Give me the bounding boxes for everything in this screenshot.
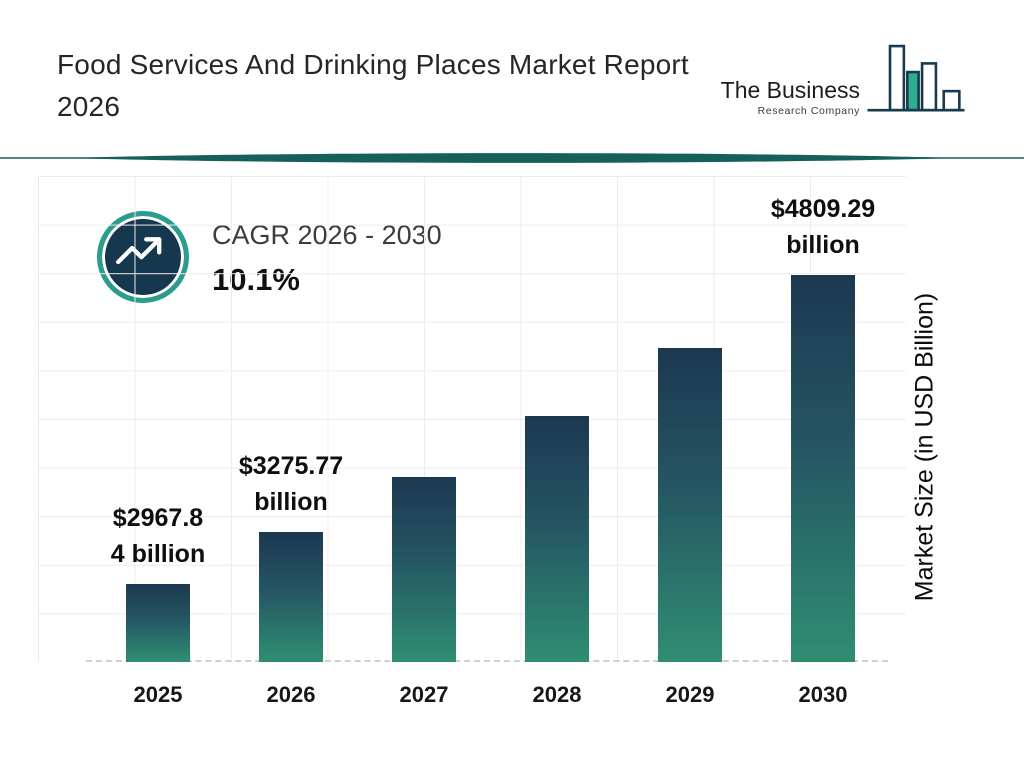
chart-gridlines — [38, 176, 906, 662]
company-logo-name: The Business — [720, 76, 860, 103]
divider-line — [0, 150, 1024, 166]
y-axis-label: Market Size (in USD Billion) — [910, 292, 939, 602]
company-logo-text: The Business Research Company — [720, 76, 860, 117]
chart-baseline — [86, 660, 888, 662]
x-tick-2026: 2026 — [266, 682, 316, 707]
x-tick-2029: 2029 — [665, 682, 715, 707]
x-tick-2030: 2030 — [798, 682, 848, 707]
company-logo: The Business Research Company — [721, 40, 968, 123]
x-tick-2027: 2027 — [399, 682, 449, 707]
x-tick-2028: 2028 — [532, 682, 582, 707]
page-title: Food Services And Drinking Places Market… — [57, 49, 689, 122]
company-logo-subtitle: Research Company — [757, 105, 860, 117]
x-tick-2025: 2025 — [133, 682, 183, 707]
bar-chart-logo-icon — [864, 40, 968, 123]
